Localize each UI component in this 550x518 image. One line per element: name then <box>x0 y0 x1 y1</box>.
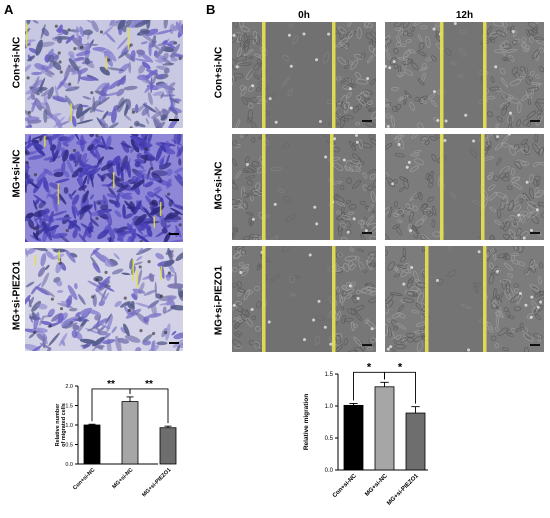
bar-1 <box>343 404 364 471</box>
scale-bar <box>530 232 540 234</box>
y-tick-label: 1.0 <box>325 404 334 410</box>
transwell-row-label-3: MG+si-PIEZO1 <box>11 260 23 331</box>
wound-micrograph-con-0h <box>232 22 376 128</box>
x-tick-label: Con+si-NC <box>72 467 96 491</box>
wound-micrograph-piezo1-12h <box>385 246 544 352</box>
phase-contrast-texture <box>385 22 544 128</box>
scratch-edge-line <box>262 22 266 128</box>
x-tick-label: MG+si-PIEZO1 <box>386 473 420 507</box>
significance-marker: ** <box>107 379 115 390</box>
y-tick-label: 0.0 <box>65 462 73 468</box>
wound-row-label-3: MG+si-PIEZO1 <box>213 265 225 336</box>
cell-texture <box>25 20 183 128</box>
scratch-edge-line <box>483 246 487 352</box>
wound-micrograph-mg-12h <box>385 134 544 240</box>
bar-3 <box>159 427 177 465</box>
scratch-edge-line <box>332 22 336 128</box>
wound-micrograph-con-12h <box>385 22 544 128</box>
phase-contrast-texture <box>232 22 376 128</box>
scratch-edge-line <box>440 134 444 240</box>
significance-bracket <box>384 371 416 404</box>
scratch-edge-line <box>262 134 266 240</box>
cell-texture <box>25 248 183 351</box>
y-tick-label: 0.0 <box>325 468 334 474</box>
y-tick-label: 1.5 <box>325 372 334 378</box>
y-tick-label: 1.5 <box>65 404 73 410</box>
wound-micrograph-mg-0h <box>232 134 376 240</box>
phase-contrast-texture <box>232 134 376 240</box>
significance-marker: * <box>367 361 372 373</box>
wound-micrograph-piezo1-0h <box>232 246 376 352</box>
bar-3 <box>405 412 426 471</box>
scale-bar <box>362 120 372 122</box>
scratch-edge-line <box>440 22 444 128</box>
x-tick-label: MG+si-PIEZO1 <box>141 467 172 498</box>
phase-contrast-texture <box>232 246 376 352</box>
cell-texture <box>25 134 183 242</box>
scratch-edge-line <box>330 134 334 240</box>
phase-contrast-texture <box>385 134 544 240</box>
scale-bar <box>530 344 540 346</box>
scratch-edge-line <box>483 22 487 128</box>
scale-bar <box>169 119 179 121</box>
y-axis-label: Relative migration <box>303 394 310 450</box>
transwell-row-label-1: Con+si-NC <box>11 36 23 89</box>
transwell-bar-chart: 0.0 0.5 1.0 1.5 2.0 Relative numberof migrate… <box>55 379 177 498</box>
x-tick-label: MG+si-NC <box>364 473 389 498</box>
scratch-edge-line <box>332 246 336 352</box>
x-tick-label: MG+si-NC <box>111 467 134 490</box>
wound-col-label-0h: 0h <box>298 10 310 21</box>
scratch-edge-line <box>425 246 429 352</box>
y-tick-label: 0.5 <box>65 443 73 449</box>
transwell-micrograph-con-si-nc <box>25 20 183 128</box>
panel-label-a: A <box>4 2 14 17</box>
transwell-micrograph-mg-si-piezo1 <box>25 248 183 351</box>
scratch-edge-line <box>262 246 266 352</box>
bar-2 <box>374 386 395 471</box>
transwell-micrograph-mg-si-nc <box>25 134 183 242</box>
wound-row-label-2: MG+si-NC <box>213 161 225 210</box>
y-tick-label: 2.0 <box>65 384 73 390</box>
y-tick-label: 0.5 <box>325 436 334 442</box>
y-axis-label: Relative numberof migrated cells <box>55 403 67 447</box>
panel-label-b: B <box>206 2 216 17</box>
wound-col-label-12h: 12h <box>455 10 474 21</box>
bar-1 <box>83 424 101 465</box>
significance-bracket <box>129 388 169 424</box>
scale-bar <box>169 342 179 344</box>
significance-marker: * <box>398 361 403 373</box>
wound-row-label-1: Con+si-NC <box>213 46 225 99</box>
phase-contrast-texture <box>385 246 544 352</box>
x-tick-label: Con+si-NC <box>332 473 359 500</box>
bar-2 <box>121 401 139 465</box>
scale-bar <box>362 344 372 346</box>
scale-bar <box>362 232 372 234</box>
y-tick-label: 1.0 <box>65 423 73 429</box>
scale-bar <box>169 233 179 235</box>
transwell-row-label-2: MG+si-NC <box>11 149 23 198</box>
scale-bar <box>530 120 540 122</box>
significance-marker: ** <box>145 379 153 390</box>
scratch-edge-line <box>481 134 485 240</box>
